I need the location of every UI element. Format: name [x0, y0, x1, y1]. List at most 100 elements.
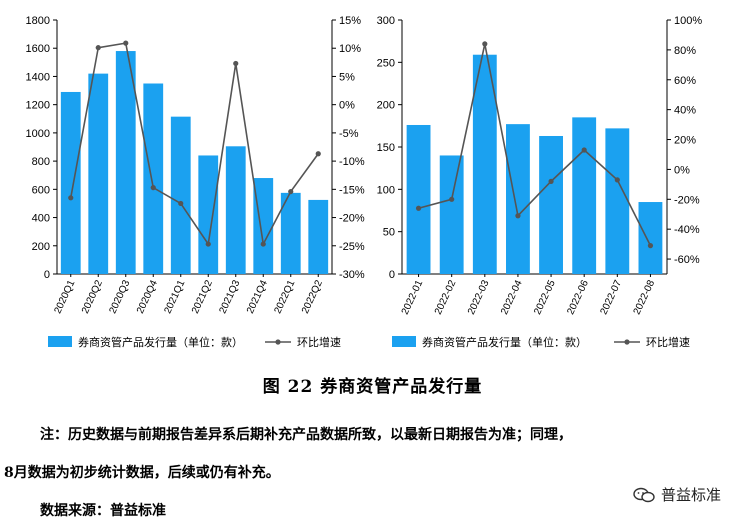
bar — [605, 128, 630, 274]
bar — [439, 155, 464, 274]
legend-bar-swatch — [48, 336, 72, 347]
x-tick-label: 2022-07 — [599, 278, 625, 316]
y2-tick-label: -10% — [339, 156, 365, 168]
y2-tick-label: 100% — [674, 15, 702, 27]
wechat-icon — [633, 487, 655, 502]
bar — [170, 116, 191, 275]
growth-point — [415, 205, 422, 211]
x-tick-label: 2022-02 — [433, 278, 459, 316]
y-tick-label: 50 — [383, 227, 395, 239]
y-tick-label: 300 — [377, 15, 395, 27]
x-tick-label: 2022-01 — [400, 278, 426, 316]
x-tick-label: 2021Q4 — [245, 278, 270, 315]
y-tick-label: 150 — [377, 142, 395, 154]
data-source: 数据来源：普益标准 — [40, 503, 166, 519]
y-tick-label: 0 — [44, 269, 50, 281]
bar — [115, 51, 136, 274]
legend-line-marker — [275, 339, 281, 345]
x-tick-label: 2020Q1 — [52, 278, 77, 315]
y2-tick-label: 0% — [674, 164, 690, 176]
x-tick-label: 2022-08 — [632, 278, 658, 316]
y2-tick-label: 20% — [674, 135, 696, 147]
x-tick-label: 2022Q1 — [272, 278, 297, 315]
y2-tick-label: -20% — [674, 194, 700, 206]
y-tick-label: 200 — [32, 241, 50, 253]
legend-bar-label: 券商资管产品发行量（单位：款） — [78, 335, 243, 349]
bar — [253, 178, 274, 274]
bar — [280, 192, 301, 274]
bar — [60, 91, 81, 274]
growth-point — [233, 60, 239, 67]
watermark: 普益标准 — [633, 484, 721, 505]
legend-bar-label: 券商资管产品发行量（单位：款） — [422, 335, 587, 349]
y-tick-label: 250 — [377, 57, 395, 69]
growth-point — [647, 243, 654, 249]
legend-bar-swatch — [392, 336, 416, 347]
y2-tick-label: 80% — [674, 45, 696, 57]
growth-point — [515, 213, 521, 219]
y2-tick-label: -40% — [674, 224, 700, 236]
charts-canvas: 020040060080010001200140016001800-30%-25… — [26, 15, 703, 349]
x-tick-label: 2021Q2 — [190, 278, 215, 315]
legend-line-label: 环比增速 — [646, 335, 690, 349]
y2-tick-label: -25% — [339, 241, 365, 253]
growth-point — [548, 178, 554, 184]
growth-point — [123, 40, 129, 46]
y-tick-label: 1200 — [26, 100, 50, 112]
y-tick-label: 200 — [377, 100, 395, 112]
x-tick-label: 2021Q3 — [217, 278, 242, 315]
growth-point — [581, 147, 587, 153]
bar — [88, 73, 109, 274]
growth-point — [178, 200, 184, 207]
y-tick-label: 0 — [389, 269, 395, 281]
y-tick-label: 1000 — [26, 128, 50, 140]
legend-line-label: 环比增速 — [297, 335, 341, 349]
growth-line — [69, 42, 319, 247]
growth-point — [205, 241, 211, 247]
growth-point — [150, 185, 156, 191]
bar — [143, 83, 164, 274]
growth-line — [418, 43, 652, 246]
x-tick-label: 2022Q2 — [300, 278, 325, 315]
x-tick-label: 2020Q3 — [107, 278, 132, 315]
growth-point — [260, 241, 266, 247]
x-tick-label: 2022-05 — [532, 278, 558, 316]
growth-point — [68, 195, 74, 201]
legend-line-marker — [624, 339, 630, 345]
growth-point — [315, 151, 321, 157]
bar — [506, 124, 530, 274]
y-tick-label: 1600 — [26, 43, 50, 55]
bar — [406, 124, 431, 274]
y-tick-label: 400 — [32, 213, 50, 225]
y2-tick-label: -60% — [674, 254, 700, 266]
note-line-2: 8月数据为初步统计数据，后续或仍有补充。 — [4, 465, 280, 481]
y2-tick-label: 60% — [674, 75, 696, 87]
y2-tick-label: -30% — [339, 269, 365, 281]
bar — [472, 54, 497, 274]
y2-tick-label: 5% — [339, 71, 355, 83]
y-tick-label: 100 — [377, 184, 395, 196]
note-line-1: 注：历史数据与前期报告差异系后期补充产品数据所致，以最新日期报告为准；同理， — [40, 427, 572, 443]
bar — [308, 199, 329, 274]
growth-point — [482, 41, 488, 47]
watermark-text: 普益标准 — [660, 486, 721, 504]
y-tick-label: 1800 — [26, 15, 50, 27]
growth-point — [449, 196, 455, 202]
y2-tick-label: 0% — [339, 100, 355, 112]
bar — [225, 146, 246, 274]
y2-tick-label: 40% — [674, 105, 696, 117]
growth-point — [95, 45, 101, 51]
bar — [198, 155, 219, 274]
bar — [539, 135, 563, 274]
y2-tick-label: 10% — [339, 43, 361, 55]
growth-point — [614, 177, 620, 183]
x-tick-label: 2022-04 — [499, 278, 525, 316]
y2-tick-label: -20% — [339, 213, 365, 225]
y2-tick-label: -15% — [339, 184, 365, 196]
y2-tick-label: -5% — [339, 128, 359, 140]
left-chart: 0 200 400 600 800 1000 1200 1400 1600 1800 -30% -25… — [26, 15, 365, 349]
bar — [638, 202, 663, 274]
figure-caption: 图 22 券商资管产品发行量 — [262, 377, 483, 397]
growth-point — [288, 188, 294, 195]
x-tick-label: 2020Q4 — [135, 278, 160, 315]
